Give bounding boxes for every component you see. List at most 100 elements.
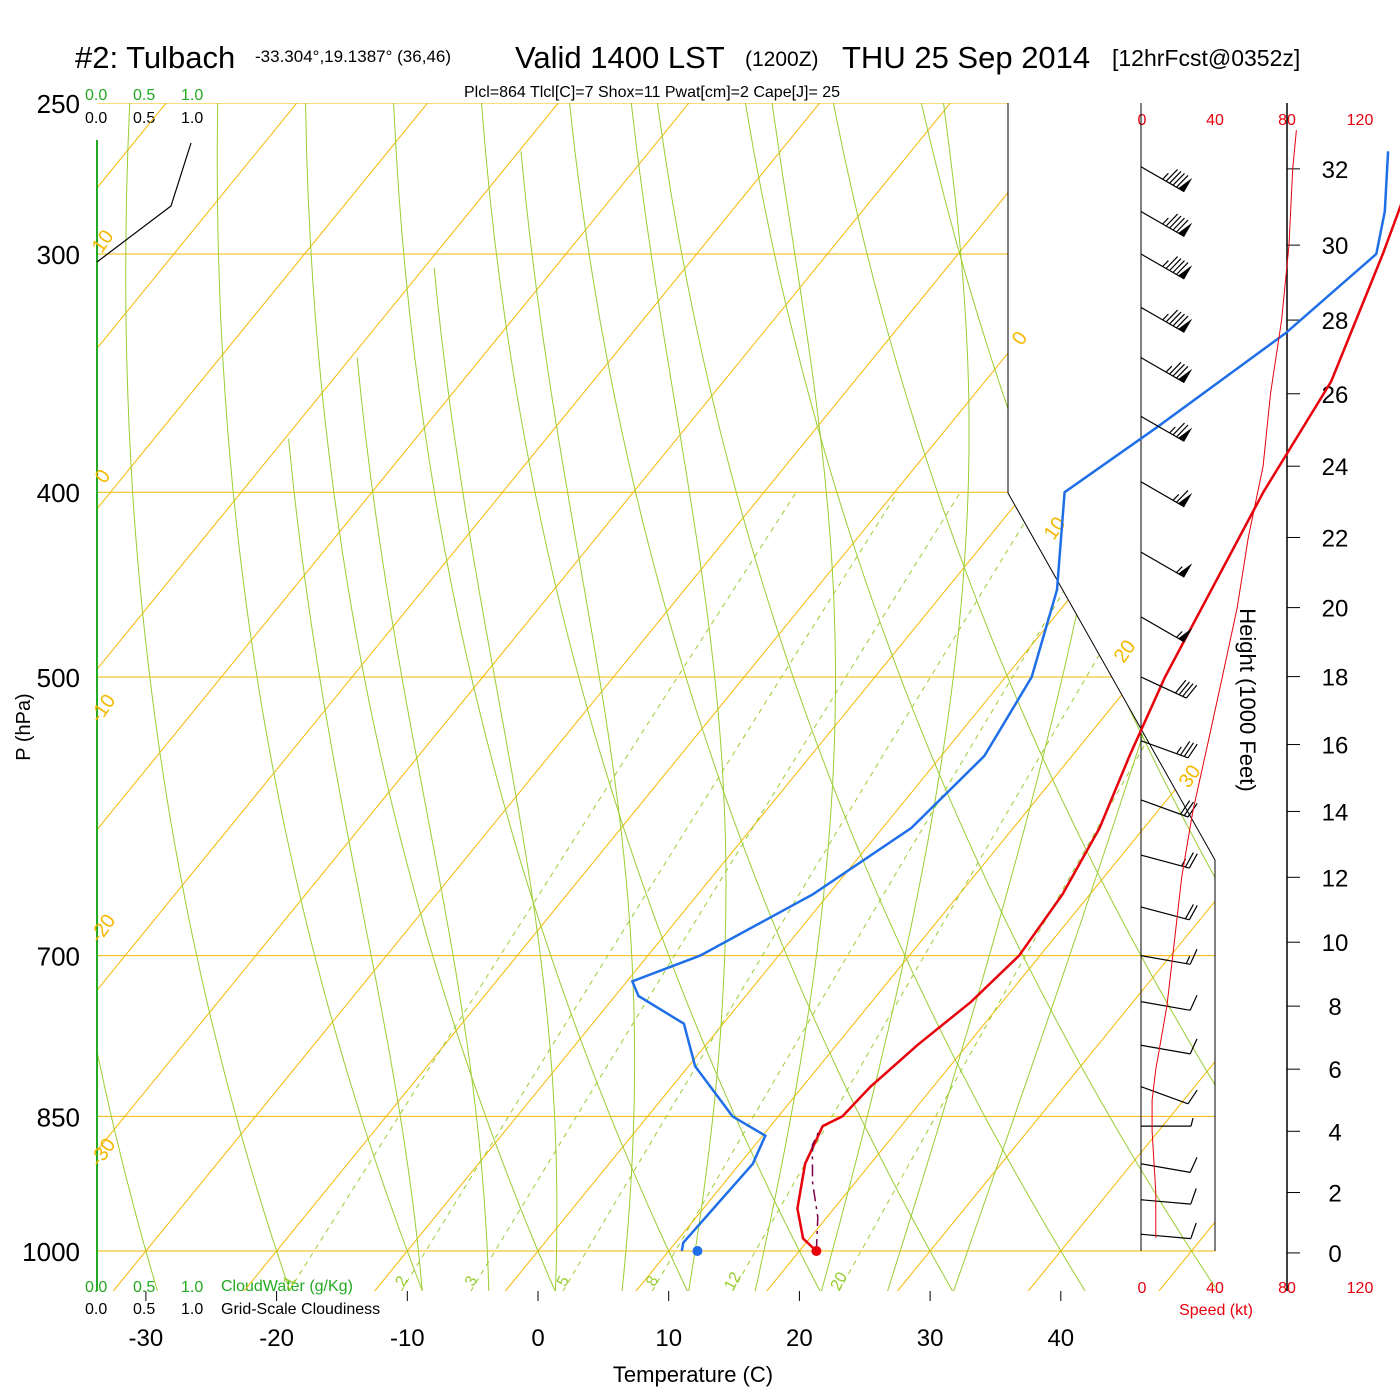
wind-barb-pennant bbox=[1178, 368, 1193, 383]
temperature-tick-label: -20 bbox=[259, 1325, 294, 1352]
plot-right-edge bbox=[1007, 103, 1216, 1251]
height-tick-label: 28 bbox=[1322, 308, 1349, 335]
dry-adiabat bbox=[1184, 103, 1215, 1291]
cloudiness-scale-bottom-0: 0.0 bbox=[85, 1301, 107, 1318]
isotherm-label: 10 bbox=[1040, 513, 1071, 544]
speed-scale-top-3: 120 bbox=[1347, 112, 1374, 129]
wind-barb-flag bbox=[1188, 905, 1198, 921]
cloudiness-scale-top-1: 0.5 bbox=[133, 110, 155, 127]
wind-barb-half-flag bbox=[1162, 217, 1169, 225]
wind-barb-half-flag bbox=[1165, 365, 1173, 373]
cloudiness-scale-bottom-1: 0.5 bbox=[133, 1301, 155, 1318]
plot-frame bbox=[96, 103, 1288, 1291]
wind-barb-staff bbox=[1140, 1163, 1191, 1173]
wind-barb-flag bbox=[1176, 174, 1189, 188]
wind-barb-staff bbox=[1140, 616, 1185, 643]
wind-speed-profile bbox=[1151, 130, 1297, 1238]
wind-barb-flag bbox=[1176, 489, 1189, 503]
isotherm-50 bbox=[1142, 103, 1215, 1291]
wind-barb-half-flag bbox=[1162, 172, 1169, 180]
cloudwater-scale-top-0: 0.0 bbox=[85, 87, 107, 104]
isobar-isotherm-grid bbox=[97, 103, 1215, 1291]
height-tick-label: 22 bbox=[1322, 525, 1349, 552]
isotherm-label: -30 bbox=[86, 1134, 121, 1170]
wind-barb-flag bbox=[1189, 949, 1198, 965]
isotherm-20 bbox=[750, 103, 1215, 1291]
pressure-tick-label: 850 bbox=[37, 1102, 80, 1132]
isotherm--60 bbox=[97, 103, 717, 1291]
wind-barb-flag bbox=[1176, 219, 1189, 233]
wind-barb-flag bbox=[1184, 904, 1194, 920]
dewpoint-line bbox=[630, 151, 1390, 1252]
pressure-tick-label: 1000 bbox=[22, 1237, 80, 1267]
mixing-ratio-lines bbox=[288, 491, 1215, 1291]
speed-title: Speed (kt) bbox=[1179, 1302, 1253, 1319]
station-coords: -33.304°,19.1387° (36,46) bbox=[255, 47, 451, 66]
wind-barb-flag bbox=[1172, 422, 1185, 436]
mixing-ratio-line bbox=[400, 491, 899, 1291]
wind-barb-flag bbox=[1176, 315, 1189, 329]
wind-barb-half-flag bbox=[1172, 493, 1180, 501]
wind-barb-flag bbox=[1176, 365, 1189, 379]
wind-barb-half-flag bbox=[1176, 746, 1182, 755]
cloudwater-scale-top-1: 0.5 bbox=[133, 87, 155, 104]
wind-barb-staff bbox=[1140, 481, 1185, 508]
wind-barb-half-flag bbox=[1190, 1117, 1194, 1127]
wind-barb-flag bbox=[1165, 213, 1179, 227]
temperature-tick-label: 20 bbox=[786, 1325, 813, 1352]
mixing-ratio-line bbox=[288, 491, 797, 1291]
wind-barb-flag bbox=[1169, 311, 1182, 325]
cloudiness-scale-top-2: 1.0 bbox=[181, 110, 203, 127]
wind-barb-staff bbox=[1140, 551, 1185, 578]
speed-scale-bottom-1: 40 bbox=[1206, 1280, 1224, 1297]
height-tick-label: 18 bbox=[1322, 665, 1349, 692]
parcel-line bbox=[811, 1129, 821, 1252]
y-axis-label-left: P (hPa) bbox=[13, 693, 35, 760]
wind-barb-staff bbox=[1140, 357, 1185, 384]
cloudwater-scale-top-2: 1.0 bbox=[181, 87, 203, 104]
speed-scale-top-1: 40 bbox=[1206, 112, 1224, 129]
y-axis-label-right: Height (1000 Feet) bbox=[1235, 608, 1260, 791]
wind-barb-flag bbox=[1180, 741, 1191, 756]
cloudwater-title: CloudWater (g/Kg) bbox=[221, 1278, 353, 1295]
pressure-tick-label: 250 bbox=[37, 89, 80, 119]
mixing-ratio-line bbox=[838, 491, 1215, 1291]
wind-barb-flag bbox=[1169, 258, 1182, 271]
wind-barb-flag bbox=[1180, 800, 1191, 815]
cloudwater-scale-bottom-2: 1.0 bbox=[181, 1279, 203, 1296]
wind-barb-half-flag bbox=[1176, 631, 1183, 638]
mixing-ratio-label: 5 bbox=[554, 1273, 573, 1289]
dry-adiabat bbox=[832, 103, 1215, 1291]
pressure-tick-label: 400 bbox=[37, 478, 80, 508]
wind-barb-flag bbox=[1172, 172, 1185, 186]
mixing-ratio-line bbox=[732, 491, 1196, 1291]
height-tick-label: 6 bbox=[1328, 1057, 1341, 1084]
wind-barb-flag bbox=[1172, 217, 1185, 231]
sounding-profiles bbox=[630, 151, 1400, 1256]
wind-barb-staff bbox=[1140, 1001, 1191, 1011]
dry-adiabat bbox=[125, 103, 298, 1291]
wind-barb-pennant bbox=[1178, 563, 1193, 578]
wind-barb-flag bbox=[1165, 168, 1179, 182]
isotherm-label: -10 bbox=[86, 690, 121, 726]
wind-barb-staff bbox=[1140, 1199, 1191, 1205]
temperature-tick-label: 40 bbox=[1047, 1325, 1074, 1352]
isotherm-30 bbox=[880, 103, 1215, 1291]
isotherm--20 bbox=[227, 103, 1215, 1291]
cloudwater-scale-bottom-1: 0.5 bbox=[133, 1279, 155, 1296]
dry-adiabat bbox=[1361, 103, 1400, 1311]
isotherm-label: -20 bbox=[86, 910, 121, 946]
cloudiness-scale-top-0: 0.0 bbox=[85, 110, 107, 127]
utc-time: (1200Z) bbox=[745, 48, 819, 71]
adiabat-lines bbox=[97, 103, 1400, 1311]
wind-barb-flag bbox=[1169, 361, 1182, 375]
dry-adiabat bbox=[656, 103, 1098, 1291]
isotherm-label: 0 bbox=[91, 466, 115, 488]
pressure-tick-label: 700 bbox=[37, 942, 80, 972]
wind-barb-staff bbox=[1140, 253, 1185, 280]
height-tick-label: 20 bbox=[1322, 596, 1349, 623]
wind-barb-staff bbox=[1140, 306, 1185, 333]
temperature-tick-label: 30 bbox=[917, 1325, 944, 1352]
wind-barb-flag bbox=[1188, 853, 1198, 869]
